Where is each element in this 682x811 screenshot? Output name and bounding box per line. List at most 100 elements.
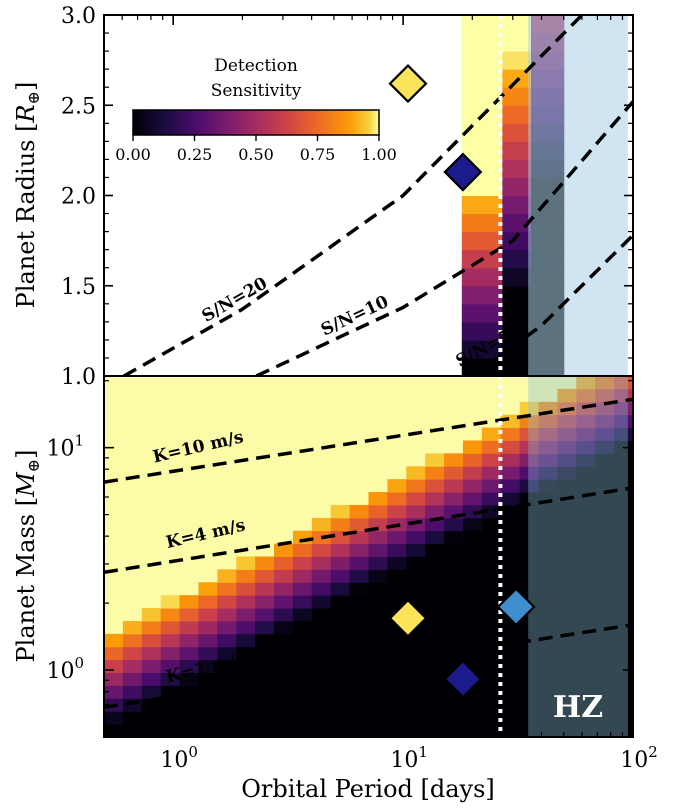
bottom-heat-cell — [425, 672, 445, 686]
bottom-heat-cell — [179, 711, 199, 725]
bottom-heat-cell — [179, 659, 199, 674]
bottom-heat-cell — [538, 724, 558, 737]
bottom-heat-cell — [179, 646, 199, 661]
bottom-heat-cell — [557, 659, 577, 674]
bottom-heat-cell — [462, 492, 483, 506]
bottom-heat-cell — [614, 530, 633, 545]
bottom-heat-cell — [387, 530, 407, 545]
bottom-heat-cell — [292, 569, 313, 583]
bottom-heat-cell — [160, 620, 181, 635]
bottom-heat-cell — [274, 685, 294, 699]
bottom-heat-cell — [462, 517, 483, 532]
bottom-heat-cell — [576, 440, 596, 454]
bottom-heat-cell — [368, 711, 388, 725]
bottom-heat-cell — [614, 672, 633, 686]
top-heat-cell — [502, 285, 532, 305]
bottom-heat-cell — [236, 608, 256, 622]
bottom-heat-cell — [368, 595, 388, 609]
bottom-heat-cell — [595, 646, 615, 661]
bottom-heat-cell — [179, 698, 199, 712]
bottom-heat-cell — [330, 517, 351, 532]
bottom-heat-cell — [311, 646, 332, 661]
bottom-heat-cell — [330, 633, 351, 648]
bottom-heat-cell — [557, 543, 577, 557]
bottom-heat-cell — [349, 543, 369, 557]
hz-label: HZ — [553, 690, 603, 725]
bottom-heat-cell — [481, 517, 502, 532]
bottom-heat-cell — [406, 530, 426, 545]
bottom-heat-cell — [292, 646, 313, 661]
bottom-heat-cell — [444, 543, 464, 557]
bottom-heat-cell — [500, 646, 521, 661]
bottom-heat-cell — [255, 698, 275, 712]
bottom-heat-cell — [519, 672, 540, 686]
x-tick-label: 101 — [390, 743, 428, 773]
bottom-heat-cell — [255, 685, 275, 699]
bottom-heat-cell — [425, 582, 445, 596]
bottom-heat-cell — [557, 556, 577, 570]
top-heat-cell — [502, 123, 532, 142]
top-heat-cell — [461, 87, 503, 106]
bottom-heat-cell — [349, 711, 369, 725]
bottom-heat-cell — [519, 659, 540, 674]
bottom-heat-cell — [236, 698, 256, 712]
bottom-heat-cell — [557, 388, 577, 403]
top-heat-cell — [461, 69, 503, 88]
bottom-heat-cell — [538, 440, 558, 454]
bottom-heat-cell — [538, 620, 558, 635]
bottom-heat-cell — [425, 620, 445, 635]
bottom-heat-cell — [330, 556, 351, 570]
bottom-heat-cell — [198, 633, 218, 648]
bottom-heat-cell — [462, 711, 483, 725]
bottom-heat-cell — [519, 569, 540, 583]
top-heat-cell — [502, 231, 532, 251]
bottom-heat-cell — [387, 633, 407, 648]
bottom-heat-cell — [274, 543, 294, 557]
bottom-heat-cell — [122, 724, 143, 737]
bottom-heat-cell — [425, 556, 445, 570]
top-heat-cell — [502, 33, 532, 52]
bottom-heat-cell — [255, 595, 275, 609]
bottom-heat-cell — [217, 646, 237, 661]
bottom-heat-cell — [614, 427, 633, 441]
bottom-heat-cell — [614, 711, 633, 725]
bottom-heat-cell — [179, 672, 199, 686]
bottom-heat-cell — [122, 633, 143, 648]
bottom-y-axis-title: Planet Mass [M⊕] — [12, 450, 43, 663]
bottom-heat-cell — [500, 724, 521, 737]
bottom-heat-cell — [500, 427, 521, 441]
bottom-heat-cell — [311, 608, 332, 622]
bottom-heat-cell — [576, 595, 596, 609]
bottom-heat-cell — [462, 724, 483, 737]
bottom-heat-cell — [444, 556, 464, 570]
x-tick-label: 100 — [160, 743, 198, 773]
bottom-heat-cell — [368, 659, 388, 674]
bottom-heat-cell — [122, 685, 143, 699]
bottom-heat-cell — [557, 595, 577, 609]
colorbar-ticks: 0.00 0.25 0.50 0.75 1.00 — [115, 135, 397, 164]
bottom-heat-cell — [538, 427, 558, 441]
bottom-heat-cell — [576, 466, 596, 480]
bottom-heat-cell — [500, 711, 521, 725]
bottom-heat-cell — [462, 440, 483, 454]
bottom-heat-cell — [406, 492, 426, 506]
bottom-heat-cell — [236, 620, 256, 635]
bottom-heat-cell — [614, 414, 633, 429]
top-heat-cell — [502, 195, 532, 215]
bottom-heat-cell — [349, 685, 369, 699]
bottom-heat-cell — [538, 479, 558, 493]
colorbar-title-line2: Sensitivity — [211, 81, 302, 101]
bottom-heat-cell — [444, 453, 464, 467]
bottom-heat-cell — [576, 582, 596, 596]
bottom-heat-cell — [557, 620, 577, 635]
bottom-heat-cell — [557, 504, 577, 519]
bottom-heat-cell — [292, 633, 313, 648]
bottom-heat-cell — [481, 440, 502, 454]
bottom-heat-cell — [368, 492, 388, 506]
bottom-heat-cell — [444, 569, 464, 583]
bottom-heat-cell — [198, 711, 218, 725]
bottom-heat-cell — [141, 646, 162, 661]
bottom-heat-cell — [330, 698, 351, 712]
bottom-heat-cell — [311, 711, 332, 725]
bottom-heat-cell — [255, 608, 275, 622]
